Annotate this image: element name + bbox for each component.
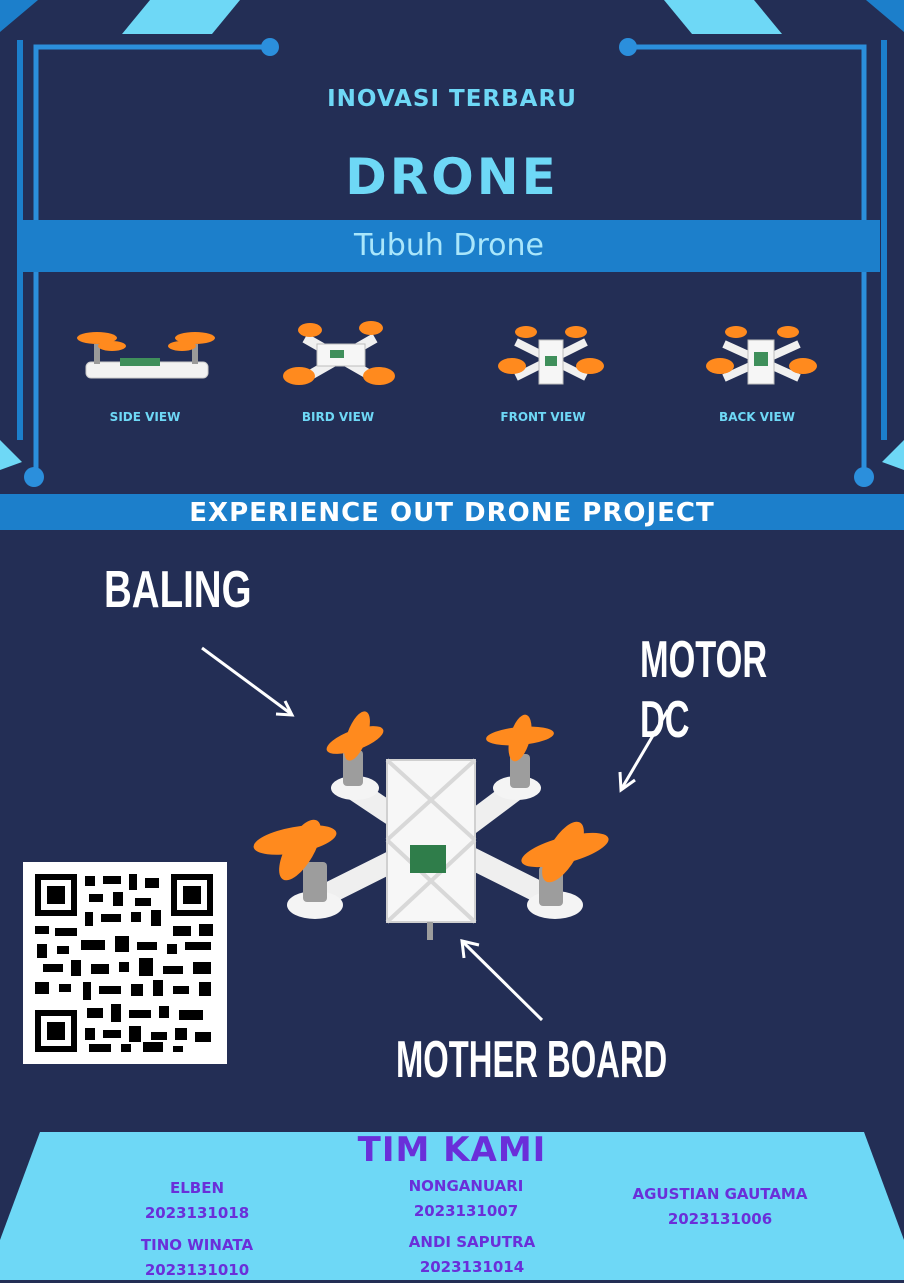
header-subtitle: INOVASI TERBARU <box>327 86 577 112</box>
member-tino-winata: TINO WINATA 2023131010 <box>67 1233 327 1283</box>
member-name: NONGANUARI <box>408 1177 524 1195</box>
view-label-bird: BIRD VIEW <box>301 410 375 424</box>
member-id: 2023131014 <box>419 1258 525 1276</box>
drone-side-view-image <box>77 332 215 379</box>
member-agustian-gautama: AGUSTIAN GAUTAMA 2023131006 <box>590 1182 850 1232</box>
experience-band: EXPERIENCE OUT DRONE PROJECT <box>0 494 904 530</box>
drone-back-view-image <box>706 326 817 385</box>
qr-code-graphic <box>35 874 213 1052</box>
experience-title: EXPERIENCE OUT DRONE PROJECT <box>189 498 715 528</box>
section-label: Tubuh Drone <box>354 228 544 263</box>
member-name: TINO WINATA <box>140 1236 254 1254</box>
view-label-side: SIDE VIEW <box>109 410 181 424</box>
member-andi-saputra: ANDI SAPUTRA 2023131014 <box>342 1230 602 1280</box>
member-name: AGUSTIAN GAUTAMA <box>632 1185 808 1203</box>
drone-front-view-image <box>498 326 604 385</box>
view-label-back: BACK VIEW <box>719 410 795 424</box>
member-id: 2023131018 <box>144 1204 250 1222</box>
member-elben: ELBEN 2023131018 <box>67 1176 327 1226</box>
member-name: ANDI SAPUTRA <box>408 1233 536 1251</box>
qr-code <box>23 862 227 1064</box>
view-label-front: FRONT VIEW <box>500 410 586 424</box>
callout-motor-dc: MOTOR DC <box>640 631 768 749</box>
callout-baling: BALING <box>104 561 252 619</box>
member-id: 2023131006 <box>667 1210 773 1228</box>
drone-bird-view-image <box>283 321 395 385</box>
member-name: ELBEN <box>169 1179 225 1197</box>
section-band: Tubuh Drone <box>18 220 880 272</box>
member-nonganuari: NONGANUARI 2023131007 <box>336 1174 596 1224</box>
team-title: TIM KAMI <box>357 1130 547 1170</box>
callout-mother-board: MOTHER BOARD <box>396 1031 668 1089</box>
member-id: 2023131010 <box>144 1261 250 1279</box>
member-id: 2023131007 <box>413 1202 519 1220</box>
page-title: DRONE <box>345 148 559 206</box>
drone-main-image <box>253 711 609 940</box>
